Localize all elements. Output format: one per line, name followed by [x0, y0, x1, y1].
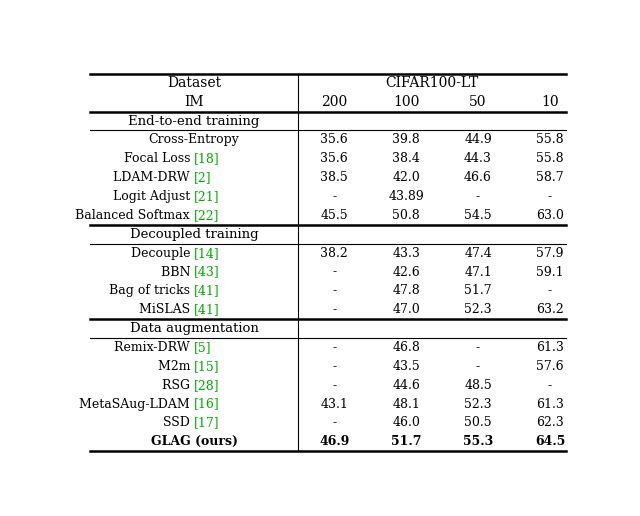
Text: 57.6: 57.6 — [536, 360, 564, 373]
Text: 51.7: 51.7 — [464, 284, 492, 297]
Text: [43]: [43] — [194, 266, 220, 279]
Text: 43.5: 43.5 — [392, 360, 420, 373]
Text: 63.0: 63.0 — [536, 209, 564, 222]
Text: -: - — [476, 190, 480, 203]
Text: 55.3: 55.3 — [463, 436, 493, 448]
Text: M2m: M2m — [157, 360, 194, 373]
Text: Data augmentation: Data augmentation — [130, 322, 259, 335]
Text: 61.3: 61.3 — [536, 341, 564, 354]
Text: -: - — [548, 379, 552, 392]
Text: 50: 50 — [469, 95, 487, 109]
Text: 50.5: 50.5 — [464, 416, 492, 429]
Text: 47.1: 47.1 — [464, 266, 492, 279]
Text: LDAM-DRW: LDAM-DRW — [113, 171, 194, 184]
Text: 10: 10 — [541, 95, 559, 109]
Text: BBN: BBN — [161, 266, 194, 279]
Text: -: - — [332, 303, 336, 316]
Text: End-to-end training: End-to-end training — [129, 115, 260, 127]
Text: 52.3: 52.3 — [464, 303, 492, 316]
Text: 64.5: 64.5 — [535, 436, 565, 448]
Text: 54.5: 54.5 — [464, 209, 492, 222]
Text: -: - — [476, 360, 480, 373]
Text: 47.0: 47.0 — [392, 303, 420, 316]
Text: 46.9: 46.9 — [319, 436, 349, 448]
Text: 35.6: 35.6 — [321, 134, 348, 147]
Text: 45.5: 45.5 — [321, 209, 348, 222]
Text: 63.2: 63.2 — [536, 303, 564, 316]
Text: MiSLAS: MiSLAS — [139, 303, 194, 316]
Text: 200: 200 — [321, 95, 348, 109]
Text: Bag of tricks: Bag of tricks — [109, 284, 194, 297]
Text: -: - — [332, 266, 336, 279]
Text: IM: IM — [184, 95, 204, 109]
Text: 39.8: 39.8 — [392, 134, 420, 147]
Text: -: - — [332, 284, 336, 297]
Text: Remix-DRW: Remix-DRW — [115, 341, 194, 354]
Text: Logit Adjust: Logit Adjust — [113, 190, 194, 203]
Text: GLAG (ours): GLAG (ours) — [150, 436, 237, 448]
Text: -: - — [332, 341, 336, 354]
Text: 52.3: 52.3 — [464, 398, 492, 411]
Text: 35.6: 35.6 — [321, 152, 348, 165]
Text: 59.1: 59.1 — [536, 266, 564, 279]
Text: [22]: [22] — [194, 209, 220, 222]
Text: [28]: [28] — [194, 379, 220, 392]
Text: 48.5: 48.5 — [464, 379, 492, 392]
Text: 38.2: 38.2 — [321, 247, 348, 260]
Text: 55.8: 55.8 — [536, 134, 564, 147]
Text: 44.6: 44.6 — [392, 379, 420, 392]
Text: Dataset: Dataset — [167, 76, 221, 90]
Text: 43.89: 43.89 — [388, 190, 424, 203]
Text: 100: 100 — [393, 95, 419, 109]
Text: 43.1: 43.1 — [320, 398, 348, 411]
Text: 55.8: 55.8 — [536, 152, 564, 165]
Text: [16]: [16] — [194, 398, 220, 411]
Text: 58.7: 58.7 — [536, 171, 564, 184]
Text: [21]: [21] — [194, 190, 220, 203]
Text: CIFAR100-LT: CIFAR100-LT — [385, 76, 479, 90]
Text: 46.0: 46.0 — [392, 416, 420, 429]
Text: 42.0: 42.0 — [392, 171, 420, 184]
Text: 47.8: 47.8 — [392, 284, 420, 297]
Text: -: - — [476, 341, 480, 354]
Text: [15]: [15] — [194, 360, 220, 373]
Text: Decouple: Decouple — [131, 247, 194, 260]
Text: Cross-Entropy: Cross-Entropy — [148, 134, 239, 147]
Text: [5]: [5] — [194, 341, 212, 354]
Text: [2]: [2] — [194, 171, 212, 184]
Text: 57.9: 57.9 — [536, 247, 564, 260]
Text: 42.6: 42.6 — [392, 266, 420, 279]
Text: 46.6: 46.6 — [464, 171, 492, 184]
Text: -: - — [332, 416, 336, 429]
Text: RSG: RSG — [162, 379, 194, 392]
Text: 38.5: 38.5 — [321, 171, 348, 184]
Text: [17]: [17] — [194, 416, 220, 429]
Text: 47.4: 47.4 — [464, 247, 492, 260]
Text: 38.4: 38.4 — [392, 152, 420, 165]
Text: [14]: [14] — [194, 247, 220, 260]
Text: -: - — [548, 284, 552, 297]
Text: MetaSAug-LDAM: MetaSAug-LDAM — [79, 398, 194, 411]
Text: [41]: [41] — [194, 284, 220, 297]
Text: -: - — [548, 190, 552, 203]
Text: 43.3: 43.3 — [392, 247, 420, 260]
Text: [41]: [41] — [194, 303, 220, 316]
Text: 44.3: 44.3 — [464, 152, 492, 165]
Text: -: - — [332, 360, 336, 373]
Text: 46.8: 46.8 — [392, 341, 420, 354]
Text: 51.7: 51.7 — [391, 436, 421, 448]
Text: SSD: SSD — [163, 416, 194, 429]
Text: Decoupled training: Decoupled training — [130, 228, 259, 241]
Text: Balanced Softmax: Balanced Softmax — [76, 209, 194, 222]
Text: 61.3: 61.3 — [536, 398, 564, 411]
Text: -: - — [332, 190, 336, 203]
Text: 50.8: 50.8 — [392, 209, 420, 222]
Text: [18]: [18] — [194, 152, 220, 165]
Text: 44.9: 44.9 — [464, 134, 492, 147]
Text: Focal Loss: Focal Loss — [124, 152, 194, 165]
Text: -: - — [332, 379, 336, 392]
Text: 48.1: 48.1 — [392, 398, 420, 411]
Text: 62.3: 62.3 — [536, 416, 564, 429]
